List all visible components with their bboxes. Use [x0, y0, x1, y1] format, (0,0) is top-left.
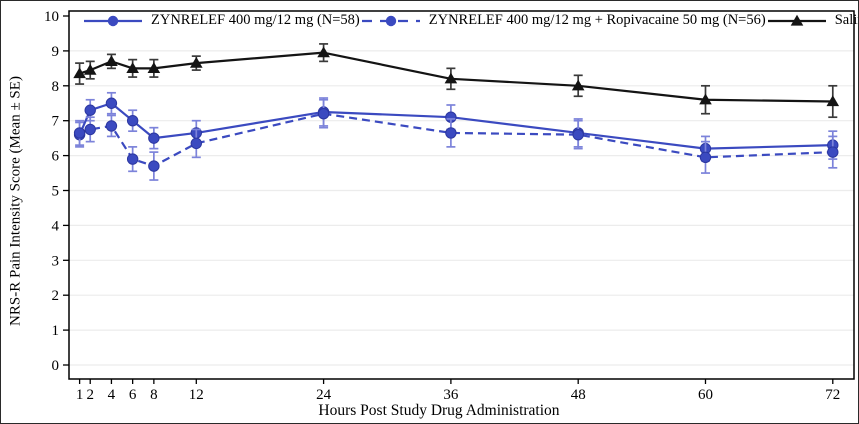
y-tick-label: 7 [52, 114, 60, 130]
data-point-marker [699, 151, 712, 164]
y-tick-label: 0 [52, 358, 60, 374]
data-point-marker [190, 137, 202, 150]
x-tick-label: 72 [825, 387, 840, 403]
y-tick-label: 1 [52, 323, 60, 339]
y-tick-label: 5 [52, 184, 60, 200]
x-axis-title: Hours Post Study Drug Administration [318, 402, 560, 419]
data-point-marker [73, 127, 86, 139]
legend-label: ZYNRELEF 400 mg/12 mg (N=58) [151, 12, 360, 28]
data-point-marker [73, 67, 86, 79]
data-point-marker [105, 120, 118, 132]
y-tick-label: 10 [44, 9, 59, 25]
data-point-marker [147, 62, 161, 73]
x-tick-label: 1 [76, 387, 84, 403]
legend-label: ZYNRELEF 400 mg/12 mg + Ropivacaine 50 m… [428, 12, 766, 28]
data-point-marker [84, 123, 96, 136]
legend-item-2: Saline Placebo (N=53) [766, 12, 858, 29]
data-point-marker [317, 108, 330, 120]
plot-frame [68, 10, 855, 380]
x-tick-label: 6 [129, 387, 137, 403]
x-tick-label: 2 [86, 387, 94, 403]
x-axis: 1 2 4 6 8 12 24 36 48 60 72 [76, 379, 840, 403]
y-axis: 0 1 2 3 4 5 6 7 8 9 10 [44, 9, 69, 374]
data-point-marker [827, 146, 839, 158]
legend-marker [790, 14, 803, 26]
legend-marker [107, 15, 119, 26]
series-line [79, 51, 833, 103]
series-zynrelef-ropivacaine [73, 98, 839, 181]
legend-circle-line-icon [361, 15, 420, 26]
series-zynrelef [73, 91, 839, 162]
y-tick-label: 6 [52, 149, 60, 165]
y-tick-label: 2 [52, 288, 60, 304]
gridlines [69, 15, 854, 366]
data-point-marker [105, 97, 118, 109]
data-point-marker [317, 46, 330, 58]
data-point-marker [126, 153, 139, 165]
x-tick-label: 48 [571, 387, 586, 403]
data-point-marker [445, 127, 457, 139]
x-tick-label: 36 [443, 387, 459, 403]
y-tick-label: 9 [52, 44, 60, 60]
data-point-marker [148, 132, 160, 144]
data-point-marker [126, 115, 139, 127]
x-tick-label: 60 [698, 387, 713, 403]
chart-legend: ZYNRELEF 400 mg/12 mg (N=58) ZYNRELEF 400… [70, 12, 858, 29]
legend-item-1: ZYNRELEF 400 mg/12 mg + Ropivacaine 50 m… [360, 12, 766, 29]
data-point-marker [699, 93, 712, 105]
data-point-marker [444, 72, 458, 84]
data-point-marker [189, 56, 203, 68]
legend-triangle-line-icon [767, 14, 826, 26]
y-tick-label: 3 [52, 253, 60, 269]
data-point-marker [83, 63, 97, 75]
series-line [79, 112, 833, 168]
y-tick-label: 4 [52, 218, 60, 234]
y-axis-title: NRS-R Pain Intensity Score (Mean ± SE) [7, 76, 24, 326]
data-point-marker [84, 104, 96, 116]
data-point-marker [148, 160, 160, 172]
legend-circle-line-icon [84, 15, 142, 26]
data-point-marker [126, 62, 139, 73]
legend-item-0: ZYNRELEF 400 mg/12 mg (N=58) [82, 12, 360, 29]
x-tick-label: 24 [316, 387, 332, 403]
data-point-marker [826, 95, 840, 107]
legend-label: Saline Placebo (N=53) [834, 12, 858, 28]
x-tick-label: 8 [150, 387, 158, 403]
data-point-marker [572, 128, 584, 141]
legend-marker [385, 15, 396, 26]
y-tick-label: 8 [52, 79, 60, 95]
x-tick-label: 4 [108, 387, 116, 403]
data-point-marker [105, 55, 118, 66]
x-tick-label: 12 [189, 387, 204, 403]
data-point-marker [571, 79, 585, 91]
series-saline-placebo [73, 43, 840, 119]
